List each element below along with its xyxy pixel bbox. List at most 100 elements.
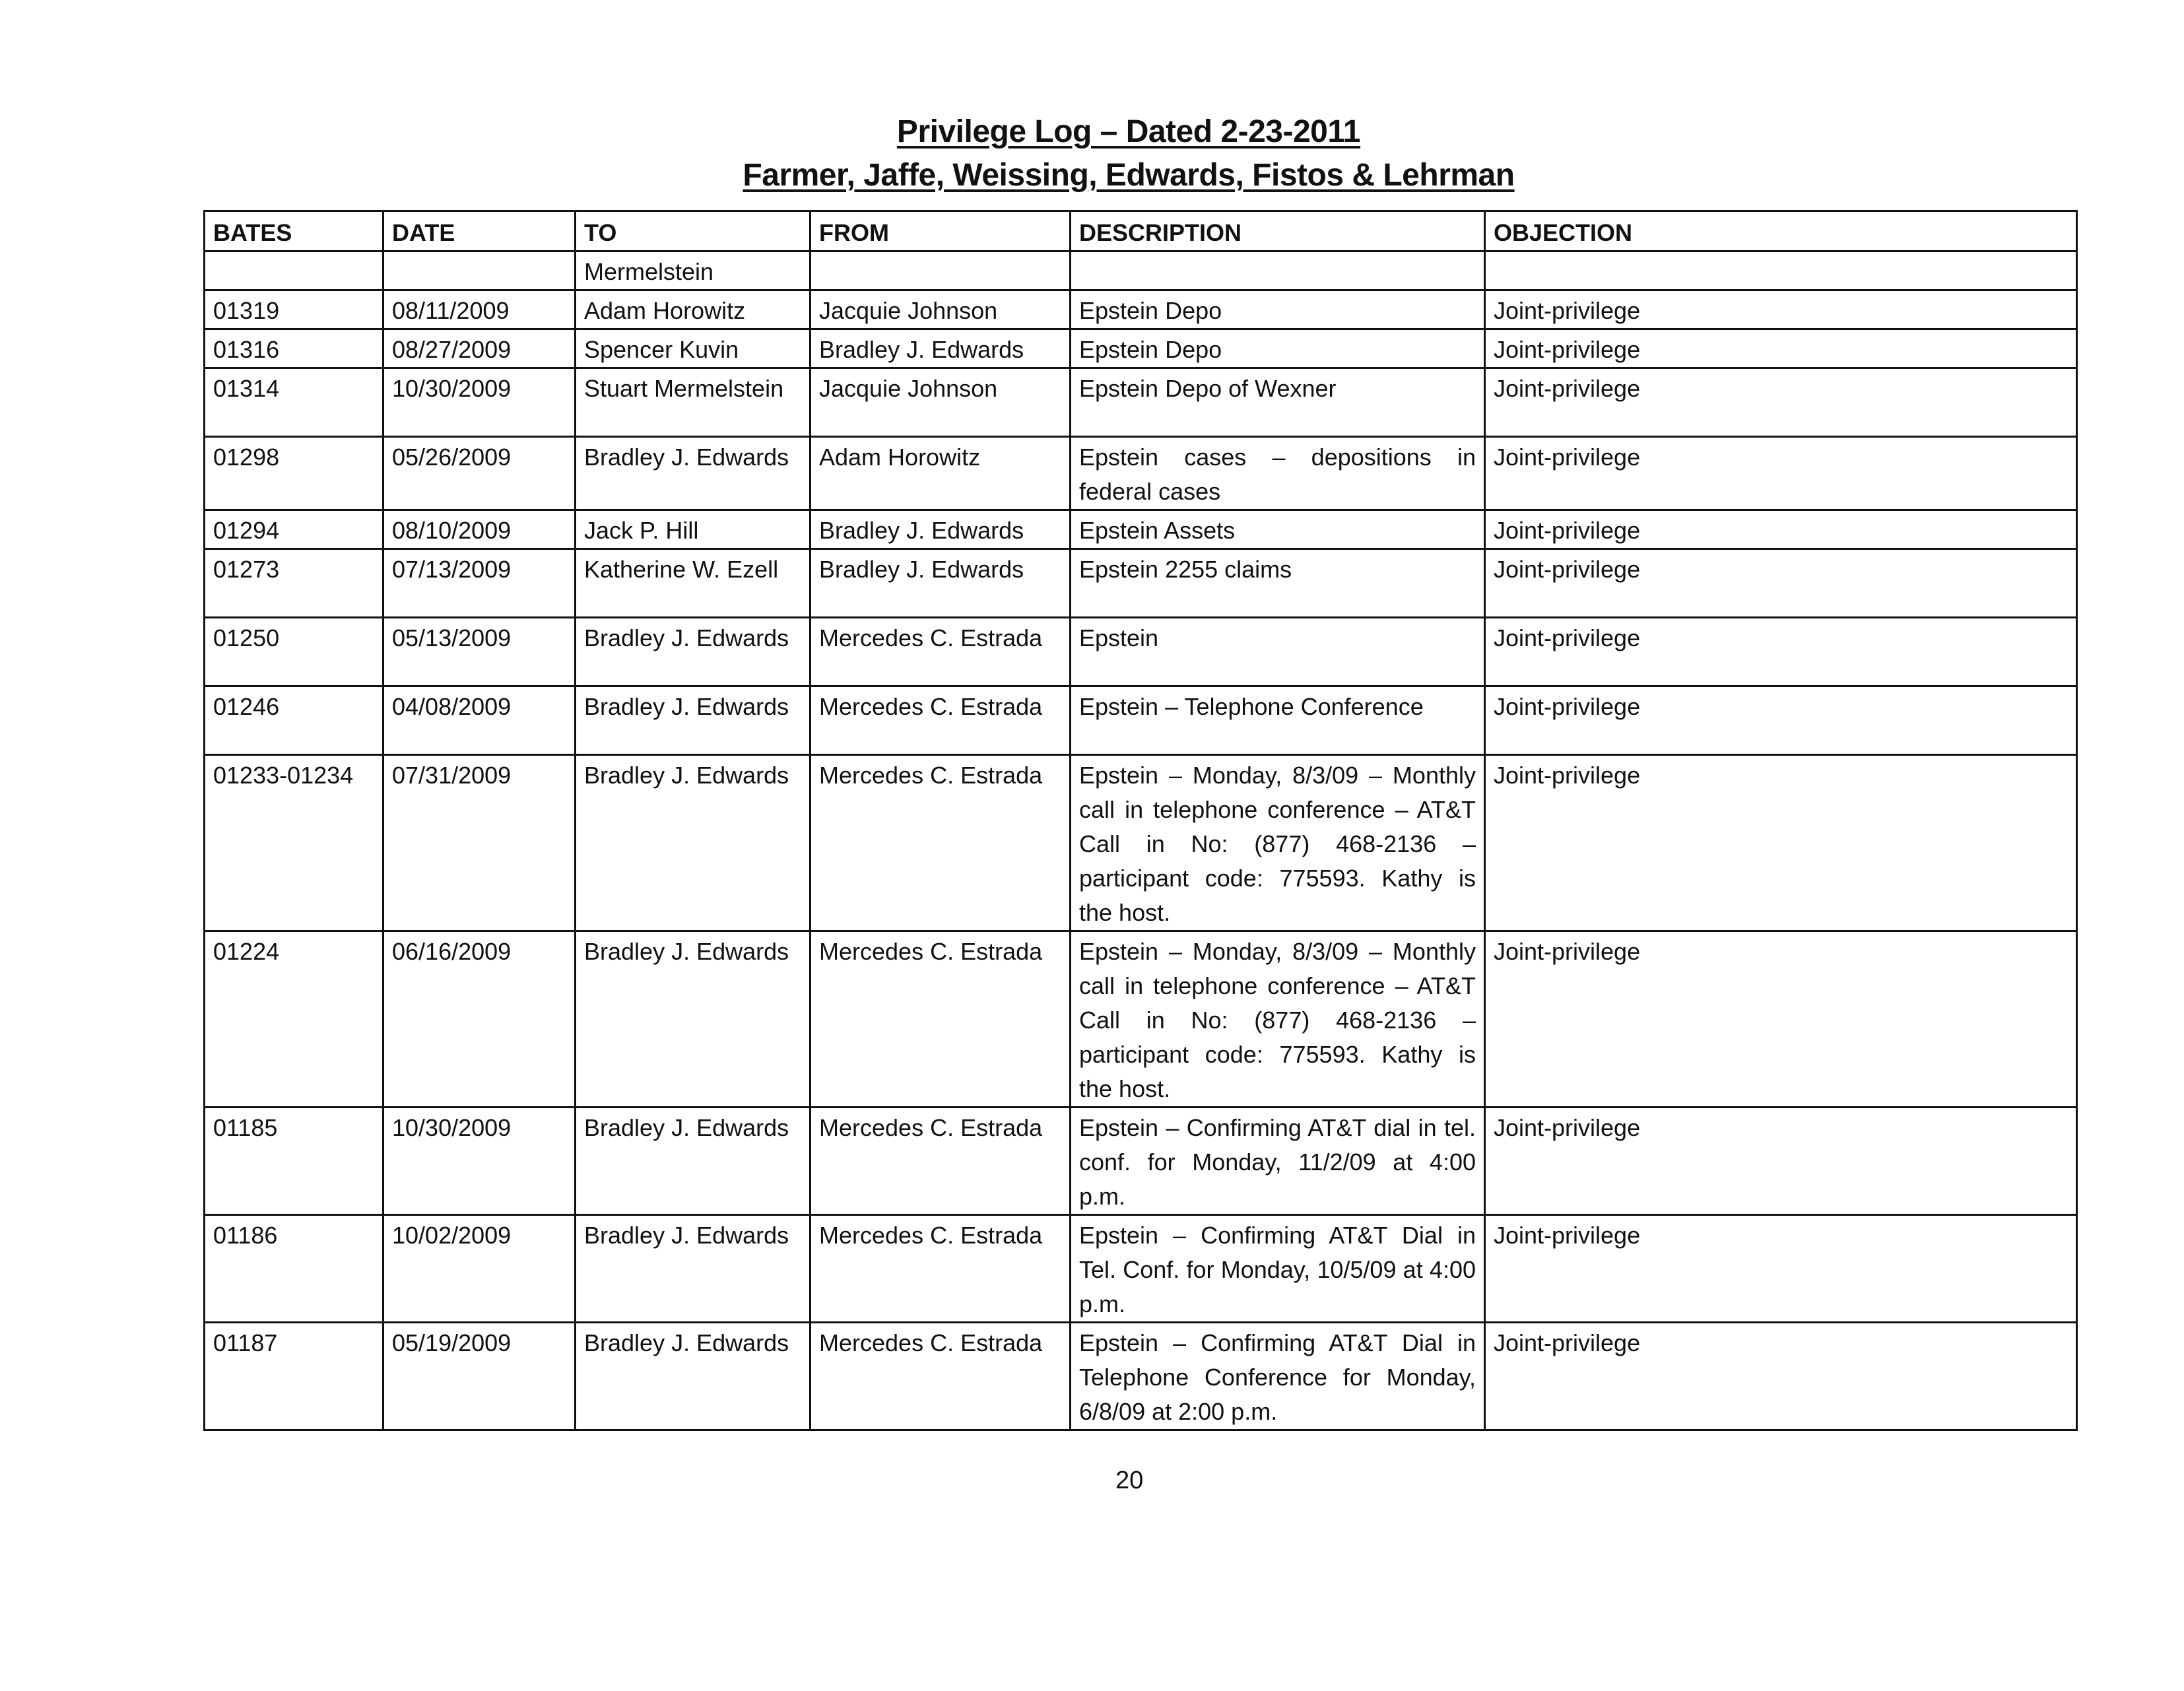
cell-bates: 01298 bbox=[203, 436, 384, 511]
cell-objection: Joint-privilege bbox=[1484, 436, 2078, 511]
cell-bates: 01250 bbox=[203, 616, 384, 687]
cell-from: Mercedes C. Estrada bbox=[809, 685, 1071, 756]
cell-date: 06/16/2009 bbox=[382, 930, 576, 1108]
cell-objection: Joint-privilege bbox=[1484, 1214, 2078, 1323]
document-subtitle: Farmer, Jaffe, Weissing, Edwards, Fistos… bbox=[743, 158, 1515, 193]
cell-description: Epstein bbox=[1069, 616, 1486, 687]
cell-date: 08/10/2009 bbox=[382, 509, 576, 550]
cell-bates: 01187 bbox=[203, 1321, 384, 1431]
table-row: 01298 05/26/2009 Bradley J. Edwards Adam Ho… bbox=[203, 436, 2078, 511]
column-header-to: TO bbox=[574, 210, 811, 252]
cell-date: 08/11/2009 bbox=[382, 289, 576, 330]
cell-description: Epstein Assets bbox=[1069, 509, 1486, 550]
cell-to: Mermelstein bbox=[574, 250, 811, 291]
cell-from: Mercedes C. Estrada bbox=[809, 1321, 1071, 1431]
cell-objection: Joint-privilege bbox=[1484, 616, 2078, 687]
cell-date: 05/19/2009 bbox=[382, 1321, 576, 1431]
cell-objection: Joint-privilege bbox=[1484, 754, 2078, 932]
column-header-date: DATE bbox=[382, 210, 576, 252]
cell-bates: 01233-01234 bbox=[203, 754, 384, 932]
table-header-row: BATES DATE TO FROM DESCRIPTION OBJECTION bbox=[203, 210, 2078, 252]
cell-to: Bradley J. Edwards bbox=[574, 436, 811, 511]
cell-date: 05/26/2009 bbox=[382, 436, 576, 511]
cell-date: 07/13/2009 bbox=[382, 548, 576, 618]
cell-description: Epstein – Confirming AT&T Dial in Teleph… bbox=[1069, 1321, 1486, 1431]
column-header-description: DESCRIPTION bbox=[1069, 210, 1486, 252]
cell-from: Bradley J. Edwards bbox=[809, 328, 1071, 369]
cell-from: Adam Horowitz bbox=[809, 436, 1071, 511]
table-row: 01314 10/30/2009 Stuart Mermelstein Jacquie… bbox=[203, 367, 2078, 438]
cell-objection: Joint-privilege bbox=[1484, 685, 2078, 756]
cell-bates bbox=[203, 250, 384, 291]
cell-objection: Joint-privilege bbox=[1484, 1321, 2078, 1431]
cell-date: 04/08/2009 bbox=[382, 685, 576, 756]
table-row: 01316 08/27/2009 Spencer Kuvin Bradley J. E… bbox=[203, 328, 2078, 369]
cell-objection: Joint-privilege bbox=[1484, 509, 2078, 550]
table-row: 01186 10/02/2009 Bradley J. Edwards Mercede… bbox=[203, 1214, 2078, 1323]
cell-from: Bradley J. Edwards bbox=[809, 548, 1071, 618]
column-header-from: FROM bbox=[809, 210, 1071, 252]
table-row: Mermelstein bbox=[203, 250, 2078, 291]
cell-description: Epstein cases – depositions in federal c… bbox=[1069, 436, 1486, 511]
cell-description: Epstein – Monday, 8/3/09 – Monthly call … bbox=[1069, 930, 1486, 1108]
cell-objection: Joint-privilege bbox=[1484, 367, 2078, 438]
cell-bates: 01224 bbox=[203, 930, 384, 1108]
cell-from: Mercedes C. Estrada bbox=[809, 1214, 1071, 1323]
cell-from: Mercedes C. Estrada bbox=[809, 930, 1071, 1108]
cell-bates: 01186 bbox=[203, 1214, 384, 1323]
cell-description: Epstein – Monday, 8/3/09 – Monthly call … bbox=[1069, 754, 1486, 932]
cell-objection: Joint-privilege bbox=[1484, 930, 2078, 1108]
cell-description: Epstein – Confirming AT&T Dial in Tel. C… bbox=[1069, 1214, 1486, 1323]
cell-from: Mercedes C. Estrada bbox=[809, 754, 1071, 932]
page-number: 20 bbox=[1115, 1467, 1144, 1494]
cell-description: Epstein Depo of Wexner bbox=[1069, 367, 1486, 438]
cell-bates: 01314 bbox=[203, 367, 384, 438]
column-header-objection: OBJECTION bbox=[1484, 210, 2078, 252]
cell-description: Epstein – Confirming AT&T dial in tel. c… bbox=[1069, 1106, 1486, 1216]
cell-description: Epstein Depo bbox=[1069, 328, 1486, 369]
cell-objection: Joint-privilege bbox=[1484, 1106, 2078, 1216]
cell-to: Bradley J. Edwards bbox=[574, 930, 811, 1108]
cell-to: Jack P. Hill bbox=[574, 509, 811, 550]
cell-bates: 01185 bbox=[203, 1106, 384, 1216]
cell-from: Bradley J. Edwards bbox=[809, 509, 1071, 550]
cell-objection: Joint-privilege bbox=[1484, 548, 2078, 618]
cell-to: Bradley J. Edwards bbox=[574, 1106, 811, 1216]
document-title: Privilege Log – Dated 2-23-2011 bbox=[896, 114, 1361, 149]
cell-to: Bradley J. Edwards bbox=[574, 1214, 811, 1323]
privilege-log-table: BATES DATE TO FROM DESCRIPTION OBJECTION… bbox=[203, 210, 2078, 1431]
table-row: 01233-01234 07/31/2009 Bradley J. Edwards M… bbox=[203, 754, 2078, 932]
cell-to: Stuart Mermelstein bbox=[574, 367, 811, 438]
cell-to: Adam Horowitz bbox=[574, 289, 811, 330]
cell-description: Epstein Depo bbox=[1069, 289, 1486, 330]
table-row: 01185 10/30/2009 Bradley J. Edwards Mercede… bbox=[203, 1106, 2078, 1216]
cell-objection bbox=[1484, 250, 2078, 291]
cell-date: 10/02/2009 bbox=[382, 1214, 576, 1323]
cell-to: Bradley J. Edwards bbox=[574, 1321, 811, 1431]
cell-to: Bradley J. Edwards bbox=[574, 616, 811, 687]
cell-to: Bradley J. Edwards bbox=[574, 754, 811, 932]
cell-objection: Joint-privilege bbox=[1484, 289, 2078, 330]
cell-date: 07/31/2009 bbox=[382, 754, 576, 932]
cell-objection: Joint-privilege bbox=[1484, 328, 2078, 369]
column-header-bates: BATES bbox=[203, 210, 384, 252]
cell-date: 10/30/2009 bbox=[382, 1106, 576, 1216]
cell-from: Mercedes C. Estrada bbox=[809, 616, 1071, 687]
cell-date: 10/30/2009 bbox=[382, 367, 576, 438]
table-row: 01246 04/08/2009 Bradley J. Edwards Mercede… bbox=[203, 685, 2078, 756]
table-row: 01250 05/13/2009 Bradley J. Edwards Mercede… bbox=[203, 616, 2078, 687]
cell-description bbox=[1069, 250, 1486, 291]
cell-from bbox=[809, 250, 1071, 291]
cell-from: Jacquie Johnson bbox=[809, 367, 1071, 438]
cell-to: Bradley J. Edwards bbox=[574, 685, 811, 756]
cell-from: Mercedes C. Estrada bbox=[809, 1106, 1071, 1216]
cell-bates: 01273 bbox=[203, 548, 384, 618]
cell-to: Katherine W. Ezell bbox=[574, 548, 811, 618]
cell-bates: 01246 bbox=[203, 685, 384, 756]
table-row: 01187 05/19/2009 Bradley J. Edwards Mercede… bbox=[203, 1321, 2078, 1431]
cell-from: Jacquie Johnson bbox=[809, 289, 1071, 330]
table-row: 01294 08/10/2009 Jack P. Hill Bradley J. Ed… bbox=[203, 509, 2078, 550]
cell-date bbox=[382, 250, 576, 291]
cell-bates: 01294 bbox=[203, 509, 384, 550]
table-row: 01273 07/13/2009 Katherine W. Ezell Bradley… bbox=[203, 548, 2078, 618]
